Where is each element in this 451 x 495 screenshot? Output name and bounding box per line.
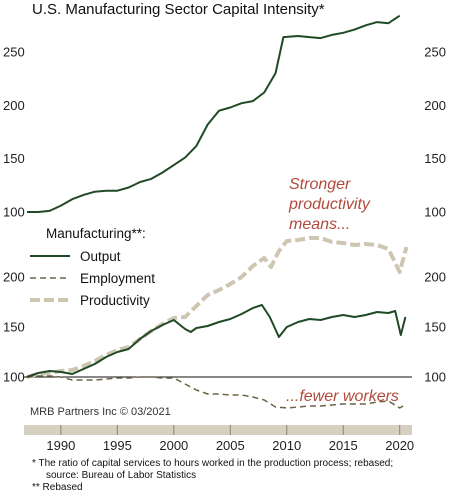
top-right-tick-250: 250 [424,45,446,60]
chart-title: U.S. Manufacturing Sector Capital Intens… [32,1,325,18]
annotation-line-2: productivity [288,196,371,213]
credit-text: MRB Partners Inc © 03/2021 [30,406,171,418]
productivity-line [26,236,409,379]
series-layer [26,14,409,409]
footnote-3: ** Rebased [32,482,83,493]
footnote-2: source: Bureau of Labor Statistics [46,470,196,481]
legend-title: Manufacturing**: [46,226,146,241]
x-tick-2000: 2000 [159,438,188,453]
top-right-tick-150: 150 [424,151,446,166]
x-tick-1995: 1995 [103,438,132,453]
x-tick-2005: 2005 [216,438,245,453]
top-right-tick-200: 200 [424,98,446,113]
bottom-right-tick-200: 200 [424,270,446,285]
footnote-1: * The ratio of capital services to hours… [32,458,393,469]
employment-line [26,375,407,409]
bottom-left-tick-200: 200 [3,270,25,285]
legend-output-label: Output [80,249,121,264]
x-axis-band [24,425,412,435]
bottom-right-tick-150: 150 [424,320,446,335]
annotation-fewer-workers: ...fewer workers [286,388,399,405]
top-left-tick-200: 200 [3,98,25,113]
capital-intensity-line [27,14,401,213]
annotation-line-3: means... [289,216,350,233]
legend-productivity-label: Productivity [80,293,150,308]
x-tick-2010: 2010 [272,438,301,453]
bottom-panel-left-axis: 100 150 200 [3,270,25,385]
top-left-tick-250: 250 [3,45,25,60]
x-tick-2020: 2020 [385,438,414,453]
legend-employment-label: Employment [80,271,155,286]
top-left-tick-150: 150 [3,151,25,166]
output-line [26,304,407,378]
bottom-left-tick-100: 100 [3,370,25,385]
top-left-tick-100: 100 [3,205,25,220]
x-tick-1990: 1990 [46,438,75,453]
annotation-line-1: Stronger [289,176,351,193]
x-tick-2015: 2015 [329,438,358,453]
bottom-panel-right-axis: 100 150 200 [424,270,446,385]
top-right-tick-100: 100 [424,205,446,220]
top-panel-right-axis: 100 150 200 250 [424,45,446,220]
bottom-left-tick-150: 150 [3,320,25,335]
bottom-right-tick-100: 100 [424,370,446,385]
x-axis: 1990 1995 2000 2005 2010 2015 2020 [46,425,414,453]
top-panel-left-axis: 100 150 200 250 [3,45,25,220]
